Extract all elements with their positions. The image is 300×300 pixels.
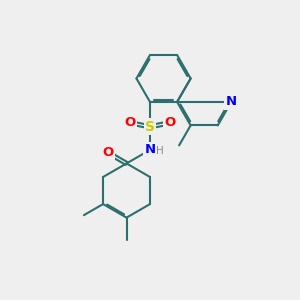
Text: N: N xyxy=(226,95,237,108)
Text: O: O xyxy=(103,146,114,159)
Text: O: O xyxy=(125,116,136,129)
Text: O: O xyxy=(164,116,175,129)
Text: H: H xyxy=(156,146,164,156)
Text: S: S xyxy=(145,120,155,134)
Text: N: N xyxy=(144,143,156,156)
